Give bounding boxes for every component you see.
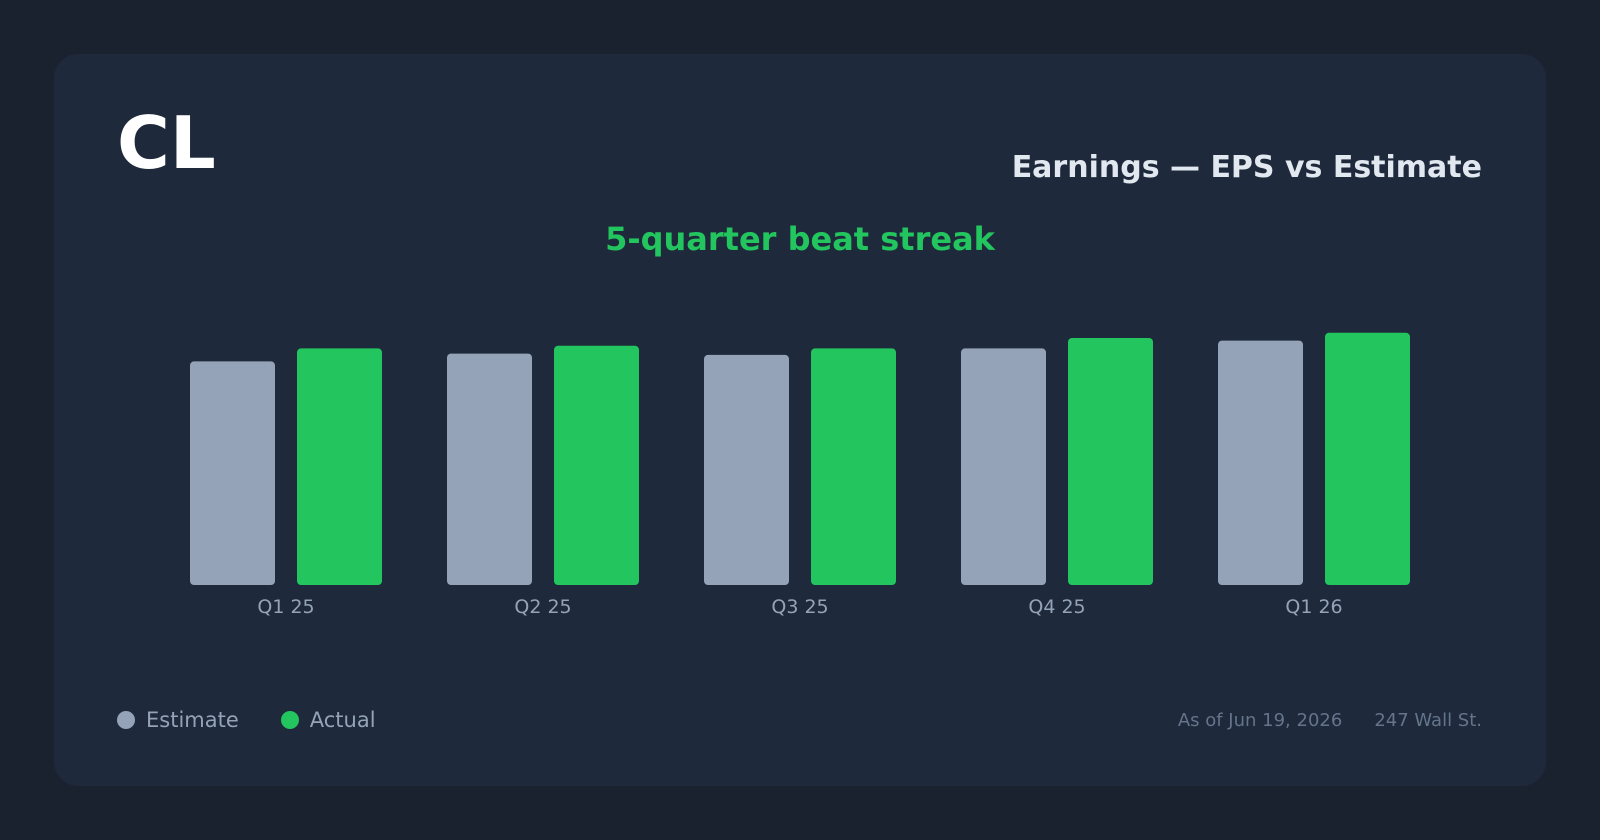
bar-actual-q2-25 <box>554 345 639 585</box>
bar-estimate-q1-26 <box>1218 340 1303 585</box>
x-tick-label: Q1 25 <box>257 596 314 618</box>
legend-label-actual: Actual <box>309 708 376 732</box>
bar-chart: Q1 25 Q2 25 Q3 25 Q4 25 Q1 26 <box>190 332 1410 618</box>
x-tick-label: Q2 25 <box>514 596 571 618</box>
x-tick-label: Q1 26 <box>1285 596 1342 618</box>
chart-card: CL Earnings — EPS vs Estimate 5-quarter … <box>54 54 1546 786</box>
bar-actual-q1-26 <box>1325 332 1410 585</box>
bar-estimate-q2-25 <box>447 353 532 585</box>
source-label: 247 Wall St. <box>1374 710 1482 731</box>
bar-actual-q4-25 <box>1068 338 1153 585</box>
bar-estimate-q4-25 <box>961 348 1046 585</box>
as-of-date: As of Jun 19, 2026 <box>1177 710 1343 731</box>
chart-legend: Estimate Actual <box>117 708 418 732</box>
bar-estimate-q1-25 <box>190 361 275 585</box>
actual-swatch-icon <box>280 711 299 729</box>
bar-estimate-q3-25 <box>704 354 789 585</box>
ticker-symbol: CL <box>117 101 216 185</box>
x-tick-label: Q3 25 <box>771 596 828 618</box>
legend-item-actual: Actual <box>280 708 376 732</box>
chart-title: Earnings — EPS vs Estimate <box>1011 150 1482 185</box>
chart-subtitle: 5-quarter beat streak <box>605 220 995 258</box>
legend-label-estimate: Estimate <box>146 708 239 732</box>
chart-footer: As of Jun 19, 2026 247 Wall St. <box>1178 710 1482 731</box>
bar-actual-q1-25 <box>297 348 382 585</box>
estimate-swatch-icon <box>117 711 135 729</box>
bar-actual-q3-25 <box>811 348 896 585</box>
x-tick-label: Q4 25 <box>1028 596 1085 618</box>
legend-item-estimate: Estimate <box>117 708 239 732</box>
